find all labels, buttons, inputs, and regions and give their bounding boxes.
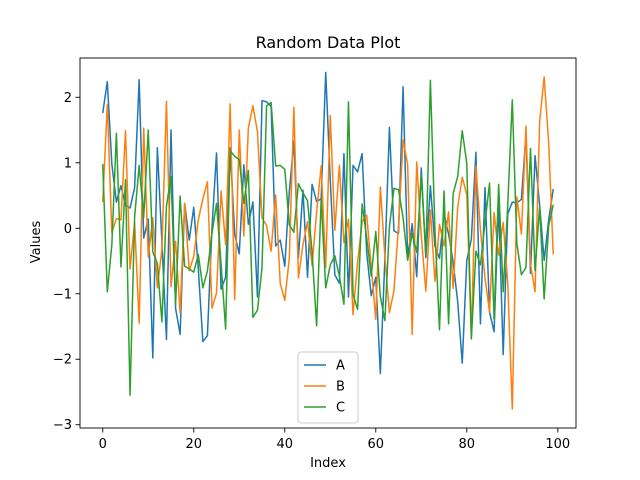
y-tick-label: 2 [64,91,72,106]
legend-label-a: A [336,359,345,374]
x-tick-label: 80 [459,437,476,452]
x-tick-label: 60 [368,437,385,452]
legend-label-b: B [336,380,345,395]
y-tick-label: −1 [53,287,72,302]
y-tick-label: −3 [53,418,72,433]
x-tick-label: 100 [545,437,570,452]
x-tick-label: 40 [276,437,293,452]
chart-title: Random Data Plot [256,33,401,52]
axes-layer: 0 20 40 60 80 100 −3 −2 −1 0 1 2 [53,57,577,452]
legend-box [297,351,359,424]
legend-label-c: C [336,401,345,416]
x-tick-label: 0 [99,437,107,452]
series-line-b [102,76,554,410]
y-axis-label: Values [29,221,44,264]
y-tick-label: −2 [53,353,72,368]
y-tick-label: 0 [64,222,72,237]
y-tick-label: 1 [64,156,72,171]
series-line-c [102,79,554,397]
x-axis-label: Index [310,456,346,471]
legend: ABC [297,351,359,424]
series-layer [102,71,554,410]
series-line-a [102,71,554,375]
x-tick-label: 20 [185,437,202,452]
axes-frame [79,57,577,429]
